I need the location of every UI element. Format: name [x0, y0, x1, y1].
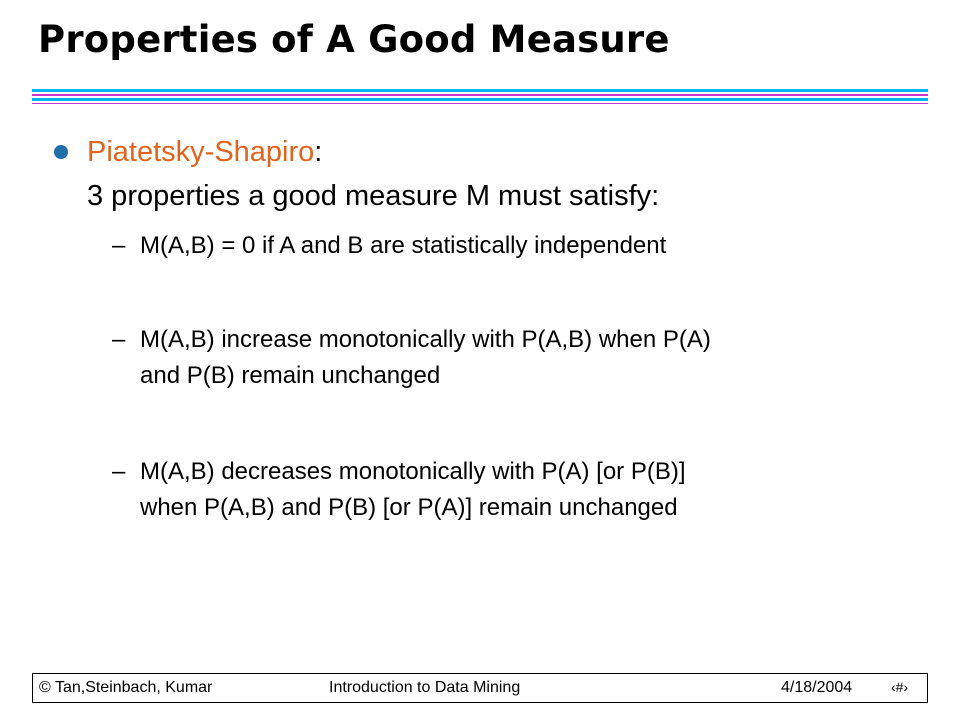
slide-footer: © Tan,Steinbach, Kumar Introduction to D… — [32, 673, 928, 703]
title-rule-top — [32, 89, 928, 92]
dash-marker: – — [112, 326, 126, 353]
title-rule-thin — [32, 103, 928, 104]
sub-item-text: M(A,B) increase monotonically with P(A,B… — [140, 322, 711, 394]
dash-marker: – — [112, 458, 126, 485]
sub-item-text: M(A,B) decreases monotonically with P(A)… — [140, 454, 686, 526]
bullet-dot-icon — [54, 145, 68, 159]
sub-item-line: and P(B) remain unchanged — [140, 362, 441, 389]
title-rule-bottom — [32, 98, 928, 101]
main-bullet-line-2: 3 properties a good measure M must satis… — [87, 180, 660, 212]
sub-item-line: M(A,B) decreases monotonically with P(A)… — [140, 458, 686, 485]
author-name: Piatetsky-Shapiro — [87, 136, 315, 168]
main-bullet-text: Piatetsky-Shapiro: 3 properties a good m… — [87, 130, 659, 218]
title-rule-accent — [32, 94, 928, 96]
main-bullet-line-1: Piatetsky-Shapiro: — [87, 130, 659, 174]
sub-item-text: M(A,B) = 0 if A and B are statistically … — [140, 228, 666, 264]
sub-item-line: M(A,B) = 0 if A and B are statistically … — [140, 232, 667, 259]
dash-marker: – — [112, 232, 126, 259]
footer-course: Introduction to Data Mining — [329, 679, 521, 696]
sub-item-line: M(A,B) increase monotonically with P(A,B… — [140, 326, 711, 353]
author-colon: : — [314, 136, 323, 168]
sub-item-line: when P(A,B) and P(B) [or P(A)] remain un… — [140, 494, 678, 521]
footer-copyright: © Tan,Steinbach, Kumar — [39, 679, 213, 696]
footer-date: 4/18/2004 — [781, 679, 853, 696]
slide-title: Properties of A Good Measure — [38, 18, 670, 61]
footer-page-number: ‹#› — [891, 679, 909, 695]
